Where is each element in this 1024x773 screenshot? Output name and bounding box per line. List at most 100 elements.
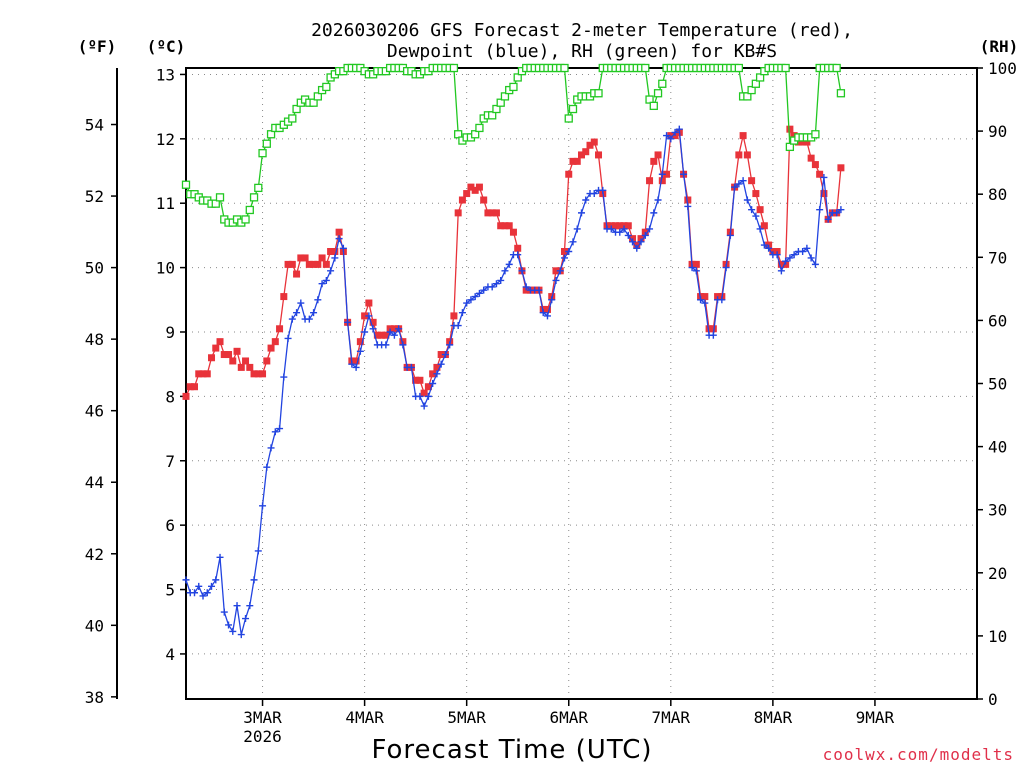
dewpoint-point-128: [726, 231, 734, 239]
temperature-point-131: [739, 132, 747, 140]
rh-point-74: [496, 98, 505, 107]
dewpoint-point-153: [833, 209, 841, 217]
temperature-point-13: [237, 363, 245, 371]
dewpoint-point-141: [782, 257, 790, 265]
temperature-point-75: [501, 222, 509, 230]
dewpoint-point-73: [492, 280, 500, 288]
dewpoint-point-11: [229, 627, 237, 635]
dewpoint-point-61: [441, 351, 449, 359]
temperature-point-46: [378, 331, 386, 339]
dewpoint-point-6: [208, 582, 216, 590]
temperature-point-67: [467, 183, 475, 191]
dewpoint-point-53: [407, 363, 415, 371]
dewpoint-point-29: [305, 315, 313, 323]
chart-title-line-1: 2026030206 GFS Forecast 2-meter Temperat…: [311, 20, 853, 41]
x-tick-label-6MAR: 6MAR: [549, 708, 588, 727]
temperature-point-140: [777, 260, 785, 268]
dewpoint-point-111: [654, 196, 662, 204]
temperature-point-6: [208, 354, 216, 362]
dewpoint-point-17: [254, 547, 262, 555]
temperature-point-36: [335, 228, 343, 236]
rh-point-30: [309, 98, 318, 107]
dewpoint-point-87: [552, 276, 560, 284]
dewpoint-point-146: [803, 244, 811, 252]
temperature-point-47: [382, 331, 390, 339]
dewpoint-point-10: [225, 621, 233, 629]
dewpoint-point-23: [280, 373, 288, 381]
temperature-point-42: [361, 312, 369, 320]
x-tick-label-3MAR: 3MAR: [243, 708, 282, 727]
temperature-point-49: [390, 325, 398, 333]
dewpoint-point-110: [650, 209, 658, 217]
temperature-point-136: [760, 222, 768, 230]
dewpoint-point-88: [556, 267, 564, 275]
rh-tick-label-60: 60: [988, 311, 1007, 330]
series-dewpoint: [182, 125, 845, 639]
celsius-tick-label-10: 10: [156, 259, 175, 278]
dewpoint-point-103: [620, 225, 628, 233]
dewpoint-point-58: [429, 380, 437, 387]
temperature-point-104: [624, 222, 632, 230]
rh-point-135: [755, 73, 765, 82]
dewpoint-point-55: [416, 392, 424, 400]
temperature-point-64: [454, 209, 462, 217]
dewpoint-point-12: [233, 602, 241, 610]
temperature-point-73: [492, 209, 500, 217]
dewpoint-point-48: [386, 328, 394, 336]
dewpoint-point-31: [314, 296, 322, 304]
dewpoint-point-122: [701, 299, 709, 307]
temperature-point-77: [509, 228, 517, 236]
rh-tick-label-70: 70: [988, 248, 1007, 267]
temperature-point-109: [646, 177, 654, 185]
rh-point-130: [734, 63, 743, 73]
rh-point-75: [500, 92, 510, 101]
dewpoint-point-19: [263, 463, 271, 471]
series-rh: [181, 63, 846, 227]
dewpoint-point-89: [560, 254, 568, 262]
x-tick-label-9MAR: 9MAR: [856, 708, 895, 727]
dewpoint-point-75: [501, 267, 509, 275]
rh-point-89: [560, 63, 569, 73]
temperature-point-93: [578, 151, 585, 159]
dewpoint-point-30: [310, 309, 318, 317]
temperature-point-44: [369, 318, 377, 326]
dewpoint-point-43: [365, 312, 373, 320]
temperature-point-149: [816, 170, 824, 178]
dewpoint-point-22: [276, 425, 284, 433]
temperature-point-70: [480, 196, 488, 204]
temperature-point-34: [327, 248, 335, 256]
dewpoint-point-130: [735, 180, 743, 188]
dewpoint-point-3: [195, 582, 203, 590]
temperature-point-20: [267, 344, 275, 352]
dewpoint-point-21: [271, 428, 279, 436]
rh-line: [185, 67, 842, 224]
temperature-point-15: [246, 363, 254, 371]
temperature-point-87: [552, 267, 560, 275]
temperature-point-91: [569, 157, 577, 165]
rh-point-25: [288, 114, 297, 123]
celsius-tick-label-13: 13: [156, 65, 175, 84]
fahrenheit-tick-label-52: 52: [85, 187, 104, 206]
dewpoint-point-69: [475, 289, 483, 297]
temperature-point-66: [463, 190, 471, 198]
source-credit: coolwx.com/modelts: [823, 745, 1014, 764]
rh-point-77: [509, 82, 518, 92]
rh-point-78: [513, 73, 522, 82]
rh-point-141: [781, 63, 790, 73]
dewpoint-point-86: [548, 296, 556, 304]
dewpoint-point-147: [807, 254, 815, 262]
rh-point-18: [258, 149, 267, 158]
rh-tick-label-40: 40: [988, 438, 1007, 457]
dewpoint-point-20: [267, 444, 275, 452]
dewpoint-point-119: [688, 264, 696, 272]
dewpoint-point-42: [361, 328, 369, 336]
temperature-point-65: [458, 196, 466, 204]
dewpoint-point-151: [824, 215, 832, 223]
temperature-point-60: [437, 351, 445, 359]
dewpoint-point-116: [675, 125, 683, 133]
rh-point-0: [181, 180, 191, 189]
temperature-point-150: [820, 190, 828, 198]
dewpoint-point-5: [203, 589, 211, 597]
dewpoint-point-35: [331, 254, 339, 262]
